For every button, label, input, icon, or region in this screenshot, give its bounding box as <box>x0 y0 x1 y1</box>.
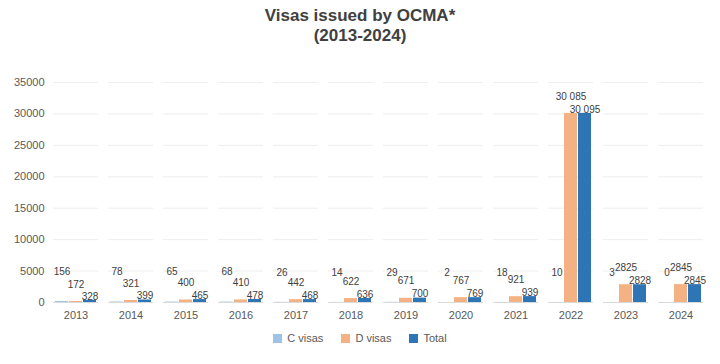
svg-text:410: 410 <box>233 277 250 288</box>
svg-text:700: 700 <box>412 288 429 299</box>
svg-text:3: 3 <box>609 266 615 278</box>
svg-text:2018: 2018 <box>339 309 363 321</box>
svg-text:328: 328 <box>82 291 99 302</box>
svg-text:35000: 35000 <box>14 76 45 88</box>
svg-text:2845: 2845 <box>684 275 707 286</box>
html-text:Total: Total <box>423 332 447 344</box>
svg-text:939: 939 <box>522 287 539 298</box>
svg-text:10000: 10000 <box>14 233 45 245</box>
svg-text:2016: 2016 <box>229 309 253 321</box>
svg-text:636: 636 <box>357 289 374 300</box>
svg-text:442: 442 <box>288 277 305 288</box>
svg-text:68: 68 <box>221 266 233 277</box>
svg-text:2020: 2020 <box>449 309 473 321</box>
svg-text:0: 0 <box>664 266 670 278</box>
svg-text:10: 10 <box>551 267 563 278</box>
svg-text:468: 468 <box>302 290 319 301</box>
svg-text:921: 921 <box>508 274 525 285</box>
svg-text:2021: 2021 <box>504 309 528 321</box>
svg-text:671: 671 <box>398 275 415 286</box>
svg-text:2019: 2019 <box>394 309 418 321</box>
svg-text:0: 0 <box>38 296 44 308</box>
svg-text:30 095: 30 095 <box>570 104 601 115</box>
svg-text:26: 26 <box>276 267 288 278</box>
svg-text:400: 400 <box>178 277 195 288</box>
svg-text:15000: 15000 <box>14 202 45 214</box>
html-text:C visas: C visas <box>287 332 324 344</box>
svg-text:321: 321 <box>123 278 140 289</box>
svg-text:2017: 2017 <box>284 309 308 321</box>
svg-text:78: 78 <box>111 266 123 277</box>
svg-text:29: 29 <box>386 267 398 278</box>
svg-text:14: 14 <box>331 267 343 278</box>
svg-text:465: 465 <box>192 290 209 301</box>
svg-text:399: 399 <box>137 290 154 301</box>
svg-text:30 085: 30 085 <box>556 91 587 102</box>
svg-text:2015: 2015 <box>174 309 198 321</box>
svg-text:2014: 2014 <box>119 309 143 321</box>
html-text:(2013-2024): (2013-2024) <box>313 26 407 45</box>
svg-text:2023: 2023 <box>614 309 638 321</box>
svg-text:5000: 5000 <box>20 265 44 277</box>
svg-text:769: 769 <box>467 288 484 299</box>
svg-text:2828: 2828 <box>629 275 652 286</box>
svg-text:172: 172 <box>68 279 85 290</box>
svg-text:2: 2 <box>444 267 450 278</box>
html-text:D visas: D visas <box>355 332 392 344</box>
svg-text:2845: 2845 <box>670 262 693 273</box>
html-text:Visas issued by OCMA*: Visas issued by OCMA* <box>264 6 456 25</box>
svg-text:622: 622 <box>343 276 360 287</box>
svg-text:2825: 2825 <box>615 262 638 273</box>
svg-text:30000: 30000 <box>14 107 45 119</box>
svg-text:767: 767 <box>453 275 470 286</box>
svg-text:65: 65 <box>166 266 178 277</box>
svg-text:25000: 25000 <box>14 139 45 151</box>
svg-text:156: 156 <box>54 266 71 277</box>
svg-text:18: 18 <box>496 267 508 278</box>
svg-text:2024: 2024 <box>669 309 693 321</box>
svg-text:478: 478 <box>247 290 264 301</box>
svg-text:2022: 2022 <box>559 309 583 321</box>
svg-text:20000: 20000 <box>14 170 45 182</box>
svg-text:2013: 2013 <box>64 309 88 321</box>
